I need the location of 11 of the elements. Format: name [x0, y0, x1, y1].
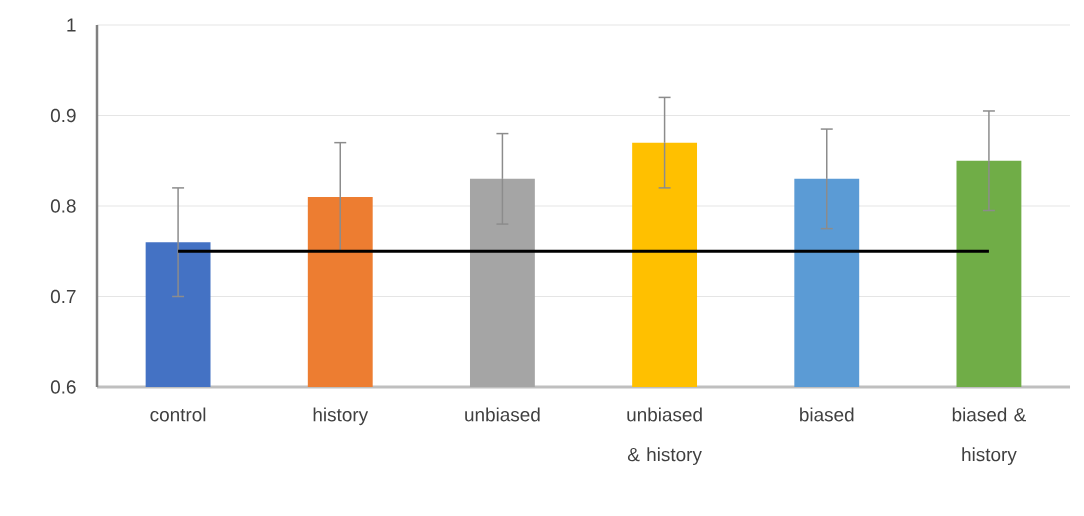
x-tick-label: history: [313, 407, 369, 426]
y-tick-label: 0.7: [50, 289, 76, 304]
y-tick-label: 0.9: [50, 108, 76, 123]
y-tick-label: 0.6: [50, 380, 76, 394]
x-tick-label: unbiased: [465, 407, 540, 422]
y-tick-label: 0.8: [50, 199, 76, 213]
x-tick-label: control: [150, 407, 206, 422]
category-label: unbiased & history: [627, 407, 702, 465]
x-tick-label: biased: [800, 407, 854, 422]
y-tick-label: 1: [67, 18, 76, 32]
category-label: biased & history: [952, 407, 1026, 465]
